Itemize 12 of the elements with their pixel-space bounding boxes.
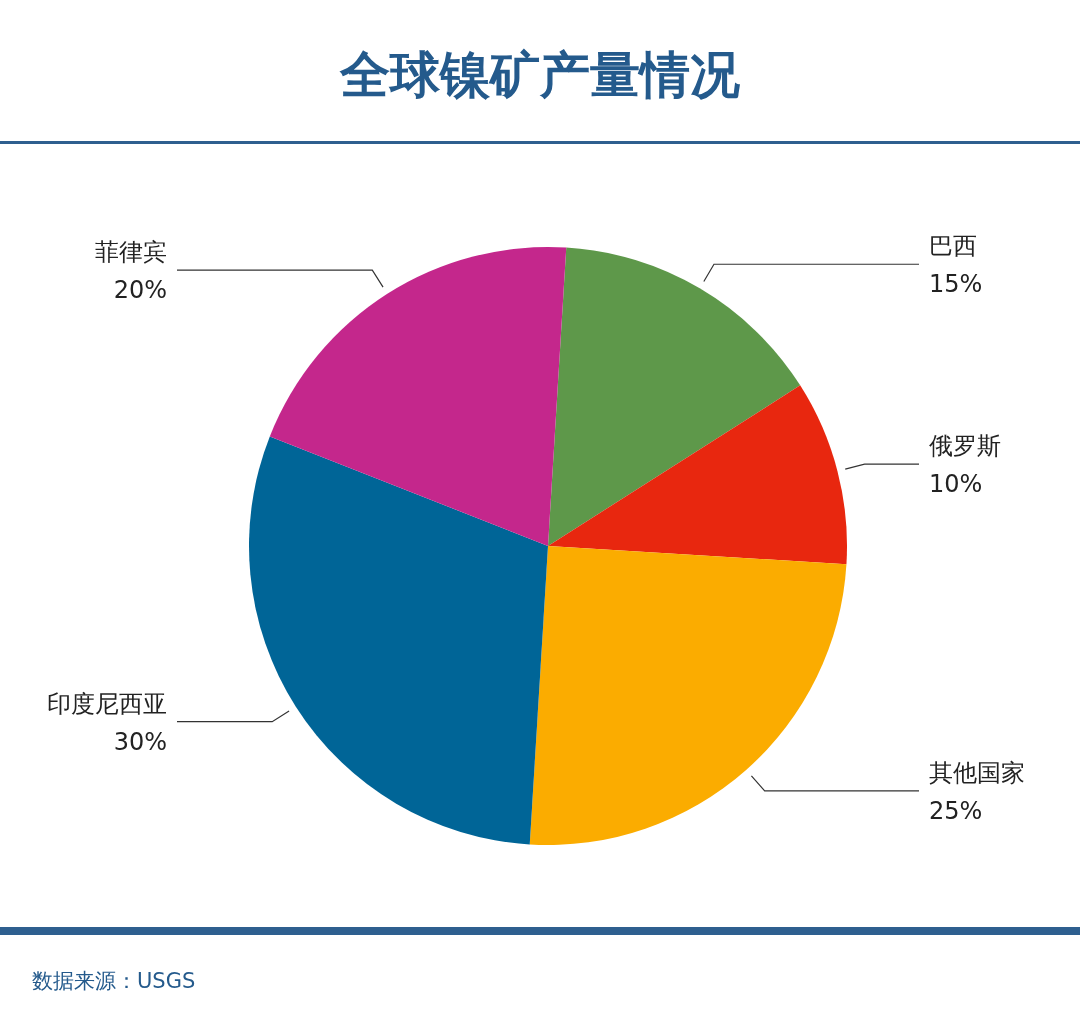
label: 菲律宾 <box>95 238 167 267</box>
title: 全球镍矿产量情况 <box>340 46 740 104</box>
value-label: 15% <box>929 270 983 299</box>
label: 印度尼西亚 <box>47 689 167 718</box>
value-label: 30% <box>113 727 167 756</box>
value-label: 10% <box>929 470 983 499</box>
label: 其他国家 <box>929 758 1025 787</box>
annotation: 数据来源：USGS <box>32 969 196 993</box>
label: 巴西 <box>929 232 977 261</box>
label: 俄罗斯 <box>929 432 1001 461</box>
value-label: 20% <box>113 276 167 305</box>
value-label: 25% <box>929 796 983 825</box>
